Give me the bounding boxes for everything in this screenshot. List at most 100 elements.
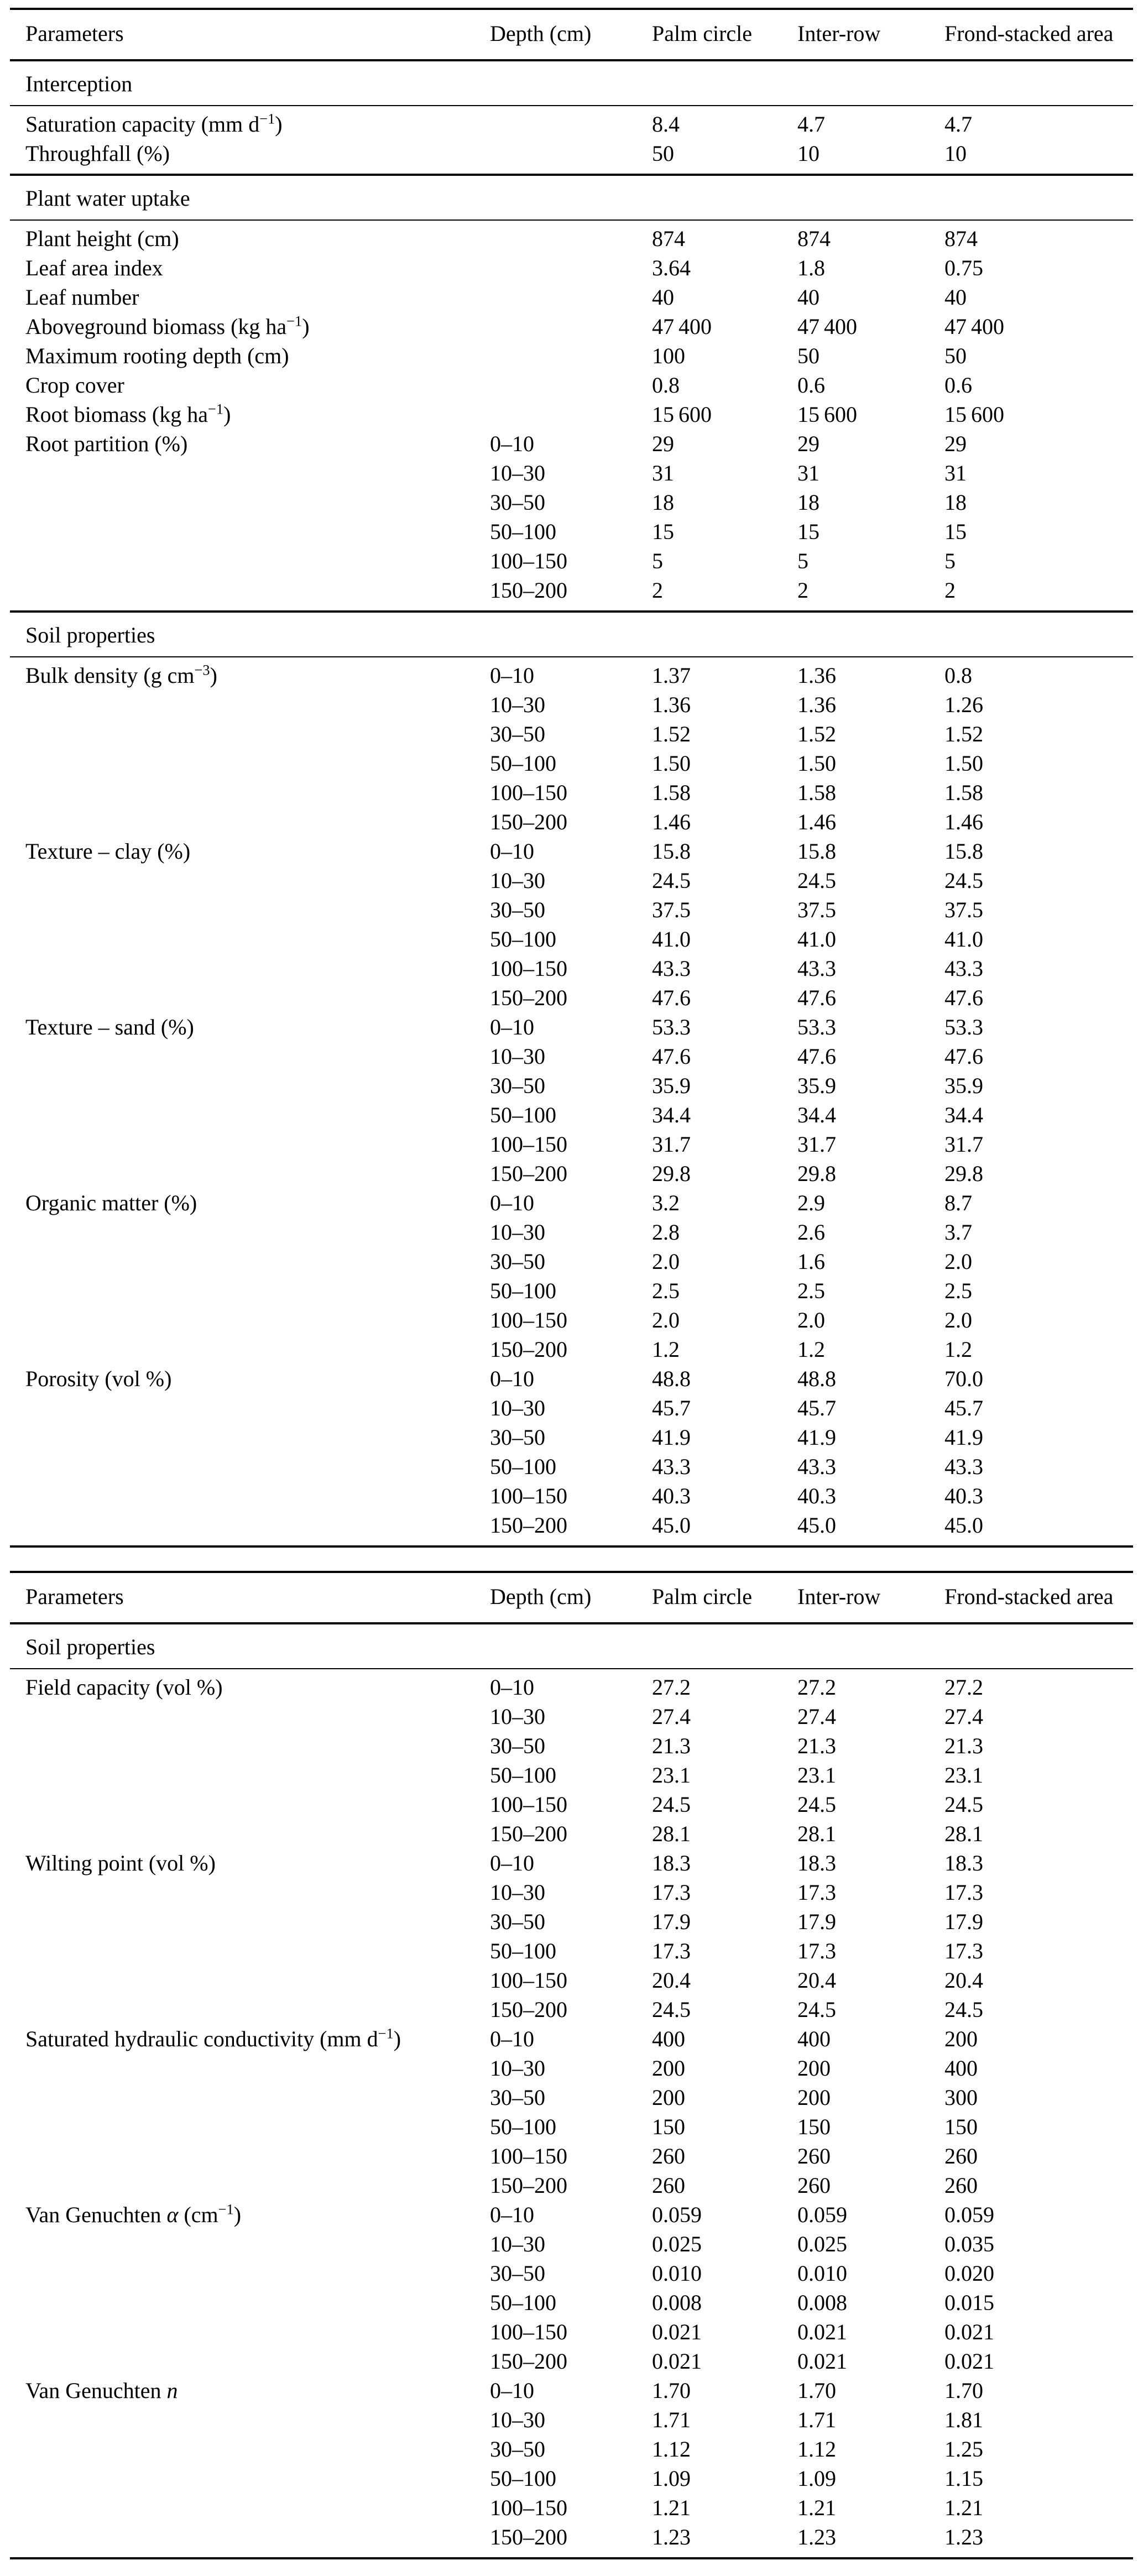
frond-stacked-area-value: 20.4 — [944, 1968, 983, 1993]
depth-cell: 100–150 — [490, 2495, 567, 2520]
table-row: 150–200 47.6 47.6 47.6 — [10, 983, 1133, 1012]
parameter-cell — [25, 2288, 490, 2317]
column-header: Parameters — [25, 21, 124, 46]
depth-cell: 150–200 — [490, 809, 567, 834]
inter-row-value: 0.010 — [797, 2261, 847, 2286]
parameter-cell — [25, 1966, 490, 1995]
parameter-cell — [25, 1760, 490, 1790]
section-title: Soil properties — [25, 1634, 155, 1659]
table-row: 30–50 37.5 37.5 37.5 — [10, 895, 1133, 924]
frond-stacked-area-value: 2.5 — [944, 1278, 972, 1303]
parameter-cell — [25, 1218, 490, 1247]
frond-stacked-area-value: 15 — [944, 519, 967, 544]
frond-stacked-area-value: 1.52 — [944, 722, 983, 746]
frond-stacked-area-value: 260 — [944, 2144, 978, 2169]
palm-circle-value: 31 — [652, 461, 674, 485]
parameter-cell: Field capacity (vol %) — [25, 1675, 223, 1700]
depth-cell: 30–50 — [490, 2261, 545, 2286]
section-title: Interception — [25, 71, 133, 96]
inter-row-value: 874 — [797, 226, 831, 251]
parameter-cell — [25, 1936, 490, 1966]
inter-row-value: 1.58 — [797, 780, 836, 805]
depth-cell: 30–50 — [490, 490, 545, 515]
table-row: 10–30 31 31 31 — [10, 458, 1133, 488]
depth-cell — [490, 283, 652, 312]
frond-stacked-area-value: 1.70 — [944, 2378, 983, 2403]
parameter-cell: Wilting point (vol %) — [25, 1851, 216, 1875]
depth-cell: 10–30 — [490, 692, 545, 717]
depth-cell: 30–50 — [490, 1909, 545, 1934]
palm-circle-value: 1.71 — [652, 2407, 691, 2432]
frond-stacked-area-value: 2.0 — [944, 1249, 972, 1274]
inter-row-value: 260 — [797, 2173, 831, 2198]
frond-stacked-area-value: 28.1 — [944, 1821, 983, 1846]
frond-stacked-area-value: 47.6 — [944, 985, 983, 1010]
inter-row-value: 35.9 — [797, 1073, 836, 1098]
palm-circle-value: 40.3 — [652, 1483, 691, 1508]
depth-cell: 100–150 — [490, 548, 567, 573]
depth-cell: 10–30 — [490, 2056, 545, 2081]
frond-stacked-area-value: 17.3 — [944, 1938, 983, 1963]
parameter-cell: Leaf number — [25, 285, 139, 310]
parameter-cell: Van Genuchten n — [25, 2378, 178, 2403]
palm-circle-value: 15.8 — [652, 839, 691, 864]
palm-circle-value: 37.5 — [652, 897, 691, 922]
depth-cell — [490, 400, 652, 429]
parameter-cell — [25, 2141, 490, 2171]
table-row: Aboveground biomass (kg ha−1) 47 400 47 … — [10, 312, 1133, 341]
section-title: Plant water uptake — [25, 186, 190, 211]
depth-cell: 10–30 — [490, 1704, 545, 1729]
palm-circle-value: 50 — [652, 141, 674, 166]
depth-cell: 100–150 — [490, 1308, 567, 1333]
frond-stacked-area-value: 50 — [944, 343, 967, 368]
parameter-cell — [25, 1790, 490, 1819]
table-row: Van Genuchten α (cm−1) 0–10 0.059 0.059 … — [10, 2200, 1133, 2229]
parameter-cell — [25, 2112, 490, 2141]
frond-stacked-area-value: 2.0 — [944, 1308, 972, 1333]
palm-circle-value: 8.4 — [652, 112, 680, 137]
palm-circle-value: 15 — [652, 519, 674, 544]
parameter-cell — [25, 517, 490, 546]
table-row: 50–100 43.3 43.3 43.3 — [10, 1452, 1133, 1481]
depth-cell: 50–100 — [490, 519, 556, 544]
frond-stacked-area-value: 1.50 — [944, 751, 983, 776]
depth-cell: 150–200 — [490, 2525, 567, 2549]
parameter-cell — [25, 1247, 490, 1276]
section-title: Soil properties — [25, 623, 155, 647]
palm-circle-value: 31.7 — [652, 1132, 691, 1157]
table-row: 50–100 23.1 23.1 23.1 — [10, 1760, 1133, 1790]
inter-row-value: 1.6 — [797, 1249, 825, 1274]
frond-stacked-area-value: 17.3 — [944, 1880, 983, 1905]
depth-cell: 100–150 — [490, 2319, 567, 2344]
section-rows: Field capacity (vol %) 0–10 27.2 27.2 27… — [10, 1669, 1133, 2557]
table-row: 150–200 2 2 2 — [10, 576, 1133, 605]
table-row: Porosity (vol %) 0–10 48.8 48.8 70.0 — [10, 1364, 1133, 1393]
table-row: 10–30 200 200 400 — [10, 2054, 1133, 2083]
depth-cell: 50–100 — [490, 927, 556, 952]
parameter-cell: Root biomass (kg ha−1) — [25, 400, 231, 427]
column-header-row: Parameters Depth (cm) Palm circle Inter-… — [10, 10, 1133, 59]
table-row: 100–150 5 5 5 — [10, 546, 1133, 576]
section-rows: Plant height (cm) 874 874 874 Leaf area … — [10, 221, 1133, 610]
table-row: 50–100 15 15 15 — [10, 517, 1133, 546]
table-row: 100–150 20.4 20.4 20.4 — [10, 1966, 1133, 1995]
depth-cell: 30–50 — [490, 897, 545, 922]
frond-stacked-area-value: 8.7 — [944, 1190, 972, 1215]
depth-cell: 150–200 — [490, 1821, 567, 1846]
inter-row-value: 200 — [797, 2085, 831, 2110]
table-row: 30–50 0.010 0.010 0.020 — [10, 2259, 1133, 2288]
palm-circle-value: 18.3 — [652, 1851, 691, 1875]
column-header: Inter-row — [797, 1584, 881, 1609]
frond-stacked-area-value: 27.2 — [944, 1675, 983, 1700]
inter-row-value: 43.3 — [797, 956, 836, 981]
depth-cell — [490, 224, 652, 253]
table-row: 30–50 2.0 1.6 2.0 — [10, 1247, 1133, 1276]
depth-cell: 0–10 — [490, 663, 534, 688]
table-row: 150–200 260 260 260 — [10, 2171, 1133, 2200]
heavy-rule — [10, 1545, 1133, 1548]
inter-row-value: 31.7 — [797, 1132, 836, 1157]
depth-cell: 10–30 — [490, 2232, 545, 2256]
frond-stacked-area-value: 2 — [944, 578, 956, 603]
frond-stacked-area-value: 21.3 — [944, 1733, 983, 1758]
parameter-cell — [25, 866, 490, 895]
